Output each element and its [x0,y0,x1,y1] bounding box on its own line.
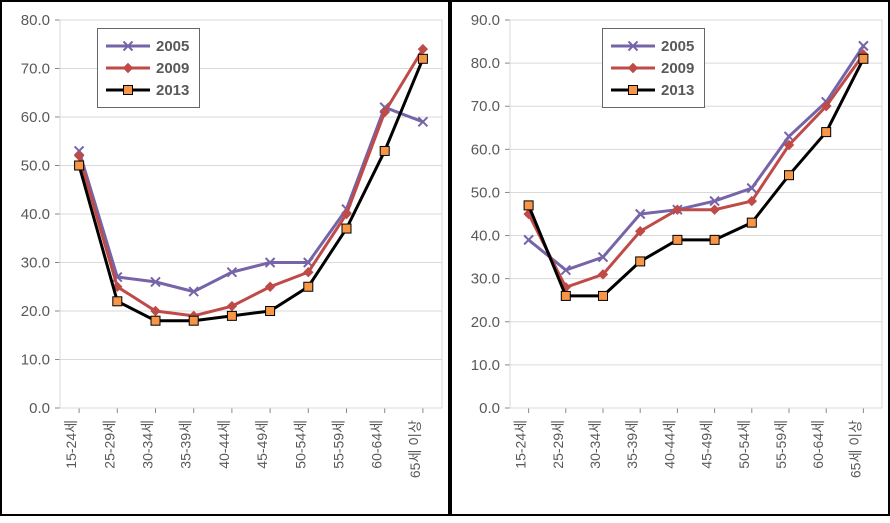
svg-text:20.0: 20.0 [471,314,500,331]
legend-item-2009: 2009 [611,57,694,79]
legend-swatch [106,37,150,55]
legend-swatch [611,59,655,77]
right-panel: 0.0 10.0 20.0 30.0 40.0 50.0 60.0 70.0 80.0 90.0 1… [450,0,890,516]
svg-text:65세 이상: 65세 이상 [847,420,863,478]
legend-label: 2009 [661,60,694,77]
svg-text:20.0: 20.0 [21,303,50,320]
svg-text:50.0: 50.0 [471,184,500,201]
svg-text:90.0: 90.0 [471,12,500,29]
svg-text:55-59세: 55-59세 [773,420,789,469]
legend-label: 2009 [156,60,189,77]
legend-item-2005: 2005 [106,35,189,57]
legend-item-2005: 2005 [611,35,694,57]
svg-text:45-49세: 45-49세 [699,420,715,469]
svg-text:50.0: 50.0 [21,158,50,175]
svg-text:35-39세: 35-39세 [624,420,640,469]
legend-label: 2013 [661,82,694,99]
svg-text:60-64세: 60-64세 [369,420,385,469]
chart-pair: 0.0 10.0 20.0 30.0 40.0 50.0 60.0 70.0 80.0 15-24… [0,0,890,516]
legend: 2005 2009 2013 [97,28,200,108]
svg-text:30-34세: 30-34세 [587,420,603,469]
series-2005 [79,107,423,291]
svg-text:25-29세: 25-29세 [550,420,566,469]
svg-text:60.0: 60.0 [471,141,500,158]
left-panel: 0.0 10.0 20.0 30.0 40.0 50.0 60.0 70.0 80.0 15-24… [0,0,450,516]
svg-text:15-24세: 15-24세 [513,420,529,469]
svg-text:40-44세: 40-44세 [661,420,677,469]
legend-item-2009: 2009 [106,57,189,79]
legend-swatch [611,81,655,99]
svg-text:0.0: 0.0 [479,400,500,417]
svg-text:30.0: 30.0 [471,271,500,288]
svg-text:40-44세: 40-44세 [216,420,232,469]
svg-text:70.0: 70.0 [21,61,50,78]
svg-text:40.0: 40.0 [21,206,50,223]
legend: 2005 2009 2013 [602,28,705,108]
svg-text:80.0: 80.0 [471,55,500,72]
svg-text:45-49세: 45-49세 [254,420,270,469]
svg-text:0.0: 0.0 [29,400,50,417]
svg-text:50-54세: 50-54세 [292,420,308,469]
svg-text:25-29세: 25-29세 [101,420,117,469]
svg-text:60-64세: 60-64세 [810,420,826,469]
legend-item-2013: 2013 [611,79,694,101]
svg-text:80.0: 80.0 [21,12,50,29]
svg-text:65세 이상: 65세 이상 [407,420,423,478]
svg-text:35-39세: 35-39세 [178,420,194,469]
svg-text:30-34세: 30-34세 [140,420,156,469]
legend-label: 2005 [661,38,694,55]
svg-text:70.0: 70.0 [471,98,500,115]
legend-label: 2013 [156,82,189,99]
legend-swatch [106,59,150,77]
chart-svg: 0.0 10.0 20.0 30.0 40.0 50.0 60.0 70.0 80.0 15-24… [2,2,452,518]
svg-text:10.0: 10.0 [21,352,50,369]
legend-swatch [611,37,655,55]
svg-text:40.0: 40.0 [471,228,500,245]
legend-item-2013: 2013 [106,79,189,101]
svg-text:60.0: 60.0 [21,109,50,126]
svg-text:15-24세: 15-24세 [63,420,79,469]
svg-text:30.0: 30.0 [21,255,50,272]
svg-text:50-54세: 50-54세 [736,420,752,469]
svg-text:55-59세: 55-59세 [331,420,347,469]
legend-label: 2005 [156,38,189,55]
svg-text:10.0: 10.0 [471,357,500,374]
legend-swatch [106,81,150,99]
